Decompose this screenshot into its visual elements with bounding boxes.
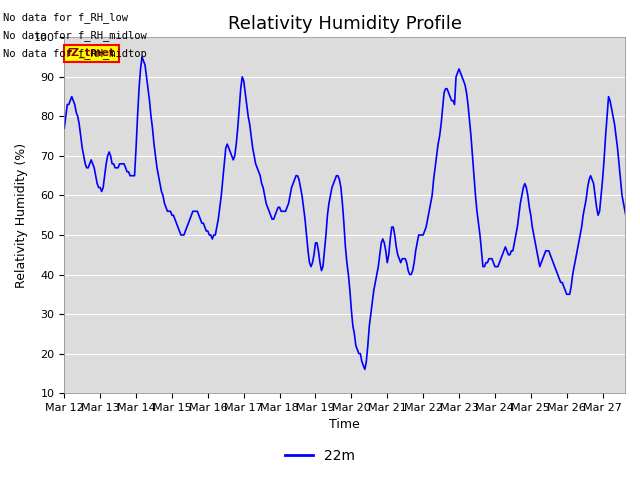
Y-axis label: Relativity Humidity (%): Relativity Humidity (%) (15, 143, 28, 288)
Title: Relativity Humidity Profile: Relativity Humidity Profile (228, 15, 461, 33)
Text: fZ_tmet: fZ_tmet (67, 48, 115, 58)
Text: No data for f_RH_midtop: No data for f_RH_midtop (3, 48, 147, 60)
Text: No data for f_RH_midlow: No data for f_RH_midlow (3, 30, 147, 41)
Text: No data for f_RH_low: No data for f_RH_low (3, 12, 128, 23)
Legend: 22m: 22m (280, 443, 360, 468)
X-axis label: Time: Time (329, 419, 360, 432)
